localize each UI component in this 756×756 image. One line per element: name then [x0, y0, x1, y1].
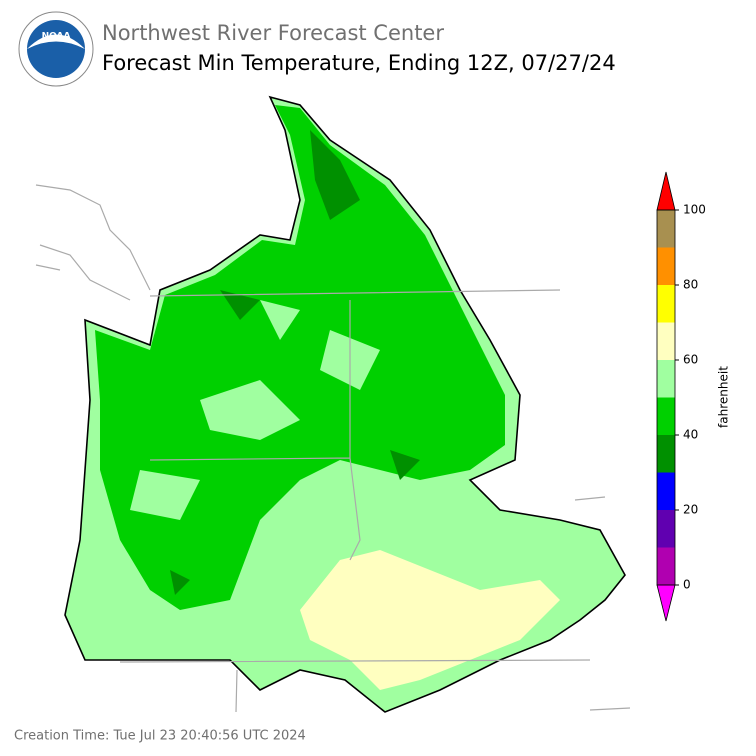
colorbar-tick-label: 40	[683, 428, 698, 442]
colorbar-tick-label: 20	[683, 503, 698, 517]
colorbar-tick-label: 80	[683, 278, 698, 292]
map	[35, 95, 631, 713]
colorbar-tick-label: 60	[683, 353, 698, 367]
svg-text:NOAA: NOAA	[42, 32, 71, 42]
colorbar-segment	[657, 510, 675, 548]
colorbar-segment	[657, 247, 675, 285]
colorbar-segment	[657, 285, 675, 323]
colorbar-segment	[657, 435, 675, 473]
colorbar-segment	[657, 397, 675, 435]
creation-time: Creation Time: Tue Jul 23 20:40:56 UTC 2…	[14, 729, 306, 744]
colorbar: 0 20 40 60 80 100	[656, 171, 706, 622]
title: Northwest River Forecast Center	[102, 21, 444, 45]
subtitle: Forecast Min Temperature, Ending 12Z, 07…	[102, 51, 616, 75]
colorbar-segment	[657, 322, 675, 360]
colorbar-frame	[656, 209, 676, 586]
colorbar-segment	[657, 210, 675, 248]
colorbar-over	[656, 171, 676, 211]
colorbar-segment	[657, 472, 675, 510]
noaa-logo: NOAA	[18, 11, 94, 87]
colorbar-under	[656, 584, 676, 622]
colorbar-segment	[657, 547, 675, 585]
colorbar-tick-label: 100	[683, 203, 706, 217]
colorbar-label: fahrenheit	[717, 366, 731, 428]
colorbar-tick-label: 0	[683, 578, 691, 592]
colorbar-segment	[657, 360, 675, 398]
